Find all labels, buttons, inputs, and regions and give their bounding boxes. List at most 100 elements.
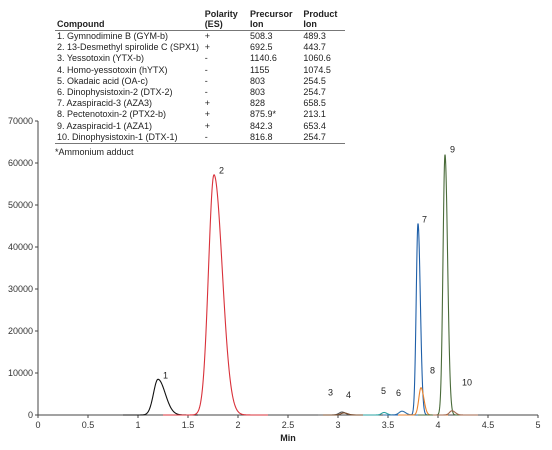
peak-labels: 1 2 3 4 5 6 7 8 9 10 [163,145,472,401]
x-tick-label: 0 [35,420,40,430]
x-tick-label: 1 [135,420,140,430]
precursor-ion-cell: 828 [250,98,266,109]
chart-traces [123,154,478,416]
y-tick-label: 70000 [8,116,33,126]
product-ion-cell: 653.4 [303,120,326,131]
header-polarity-text: Polarity (ES) [204,9,238,29]
compound-name-cell: 3. Yessotoxin (YTX-b) [57,53,145,64]
table-row: 9. Azaspiracid-1 (AZA1) +842.3 653.4 [55,121,345,132]
chart-axes: 0 0.5 1 1.5 2 2.5 3 3.5 4 4.5 5 0 10000 20000 30000 400… [8,116,541,443]
y-tick-label: 30000 [8,284,33,294]
y-tick-label: 10000 [8,368,33,378]
table-row: 1. Gymnodimine B (GYM-b) +508.3 489.3 [55,31,345,43]
precursor-ion-cell: 692.5 [250,42,273,53]
polarity-cell: + [204,109,210,120]
polarity-cell: - [204,131,250,145]
compound-table-body: 1. Gymnodimine B (GYM-b) +508.3 489.3 2. 13… [55,31,345,145]
header-compound: Compound [55,9,205,31]
x-tick-label: 5 [535,420,540,430]
y-tick-label: 40000 [8,242,33,252]
compound-name-cell: 10. Dinophysistoxin-1 (DTX-1) [55,131,205,145]
product-ion-cell: 213.1 [303,109,326,120]
precursor-ion-cell: 1155 [250,64,270,75]
x-tick-label: 4.5 [482,420,495,430]
peak-trace-6 [383,410,423,416]
table-row: 2. 13-Desmethyl spirolide C (SPX1) +692.5… [55,42,345,53]
table-header-row: Compound Polarity (ES) Precursor Ion Pro… [55,9,345,31]
precursor-ion-cell: 803 [250,87,266,98]
compound-name-cell: 4. Homo-yessotoxin (hYTX) [57,64,168,75]
polarity-cell: + [204,98,210,109]
compound-name-cell: 2. 13-Desmethyl spirolide C (SPX1) [57,42,200,53]
table-row: 10. Dinophysistoxin-1 (DTX-1) -816.8 254.7 [55,131,345,145]
product-ion-cell: 443.7 [303,42,326,53]
compound-name-cell: 1. Gymnodimine B (GYM-b) [57,31,169,41]
table-row: 3. Yessotoxin (YTX-b) - 1140.6 1060.6 [55,53,345,64]
compound-name-cell: 8. Pectenotoxin-2 (PTX2-b) [57,109,167,120]
product-ion-cell: 254.5 [303,75,326,86]
product-ion-cell: 489.3 [303,31,326,41]
header-precursor-text: Precursor Ion [250,9,293,29]
polarity-cell: - [204,53,208,64]
table-row: 8. Pectenotoxin-2 (PTX2-b) +875.9* 213.1 [55,109,345,120]
x-tick-label: 2 [235,420,240,430]
peak-label-1: 1 [163,370,168,380]
product-ion-cell: 1060.6 [303,53,331,64]
peak-label-7: 7 [422,215,427,225]
compound-name-cell: 7. Azaspiracid-3 (AZA3) [57,98,153,109]
peak-trace-9 [418,154,473,416]
peak-trace-1 [123,378,198,416]
precursor-ion-cell: 803 [250,75,266,86]
header-precursor: Precursor Ion [250,9,304,31]
x-tick-label: 0.5 [82,420,95,430]
product-ion-cell: 658.5 [303,98,326,109]
peak-label-4: 4 [346,390,351,400]
precursor-ion-cell: 842.3 [250,120,273,131]
x-axis-title: Min [280,433,296,443]
polarity-cell: - [204,75,208,86]
x-tick-label: 3 [335,420,340,430]
peak-trace-10 [433,410,478,416]
peak-label-2: 2 [219,166,224,176]
compound-name-cell: 5. Okadaic acid (OA-c) [57,75,149,86]
polarity-cell: + [204,42,210,53]
precursor-ion-cell: 875.9* [250,109,277,120]
peak-label-3: 3 [328,388,333,398]
header-polarity: Polarity (ES) [204,9,250,31]
x-tick-label: 2.5 [282,420,295,430]
table-row: 6. Dinophysistoxin-2 (DTX-2) - 803 254.7 [55,87,345,98]
x-tick-label: 1.5 [182,420,195,430]
header-product: Product Ion [303,9,345,31]
polarity-cell: + [204,120,210,131]
x-tick-label: 3.5 [382,420,395,430]
compound-table: Compound Polarity (ES) Precursor Ion Pro… [55,9,345,145]
table-row: 7. Azaspiracid-3 (AZA3) +828 658.5 [55,98,345,109]
compound-name-cell: 9. Azaspiracid-1 (AZA1) [57,120,153,131]
precursor-ion-cell: 816.8 [250,131,304,145]
product-ion-cell: 254.7 [303,131,345,145]
y-tick-label: 50000 [8,200,33,210]
polarity-cell: + [204,31,210,41]
compound-table-panel: Compound Polarity (ES) Precursor Ion Pro… [55,9,345,157]
peak-label-5: 5 [381,386,386,396]
precursor-ion-cell: 1140.6 [250,53,277,64]
polarity-cell: - [204,87,208,98]
peak-label-10: 10 [462,378,472,388]
product-ion-cell: 254.7 [303,87,326,98]
table-row: 4. Homo-yessotoxin (hYTX) - 1155 1074.5 [55,65,345,76]
compound-name-cell: 6. Dinophysistoxin-2 (DTX-2) [57,87,173,98]
polarity-cell: - [204,64,208,75]
peak-label-9: 9 [450,145,455,155]
y-tick-label: 20000 [8,326,33,336]
y-tick-label: 0 [28,410,33,420]
table-row: 5. Okadaic acid (OA-c) - 803 254.5 [55,76,345,87]
product-ion-cell: 1074.5 [303,64,331,75]
peak-label-8: 8 [430,365,435,375]
peak-label-6: 6 [396,388,401,398]
x-tick-label: 4 [435,420,440,430]
peak-trace-2 [163,174,268,416]
y-tick-label: 60000 [8,158,33,168]
peak-trace-7 [393,223,443,416]
header-product-text: Product Ion [303,9,338,29]
